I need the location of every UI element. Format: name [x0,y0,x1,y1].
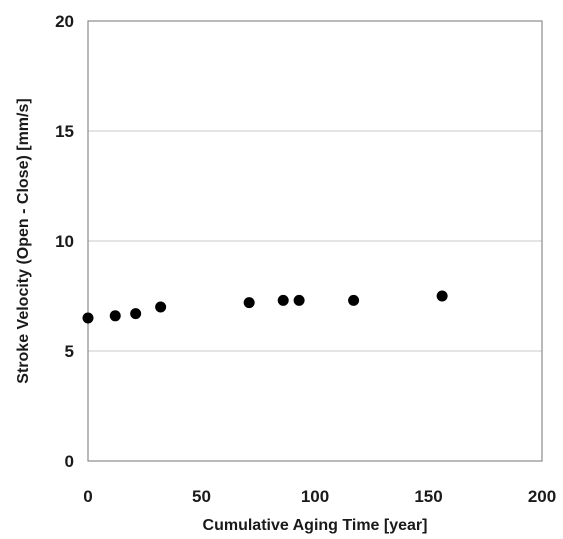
data-point [155,301,167,313]
y-axis-tick-labels: 0 5 10 15 20 [55,12,74,471]
data-point [109,310,121,322]
x-tick-label: 150 [414,487,442,506]
data-point [293,294,305,306]
data-point [82,312,94,324]
gridlines [88,130,542,352]
data-point [348,294,360,306]
y-tick-label: 5 [65,342,74,361]
data-point [243,297,255,309]
y-tick-label: 15 [55,122,74,141]
x-tick-label: 0 [83,487,92,506]
x-tick-label: 50 [192,487,211,506]
data-point [436,290,448,302]
x-tick-label: 100 [301,487,329,506]
plot-area [87,20,543,462]
y-tick-label: 10 [55,232,74,251]
data-point [277,294,289,306]
data-series [82,290,448,324]
x-tick-label: 200 [528,487,556,506]
x-axis-tick-labels: 0 50 100 150 200 [83,487,556,506]
x-axis-title: Cumulative Aging Time [year] [203,517,428,534]
y-tick-label: 20 [55,12,74,31]
y-axis-title: Stroke Velocity (Open - Close) [mm/s] [15,98,32,383]
data-point [130,308,142,320]
y-tick-label: 0 [65,452,74,471]
